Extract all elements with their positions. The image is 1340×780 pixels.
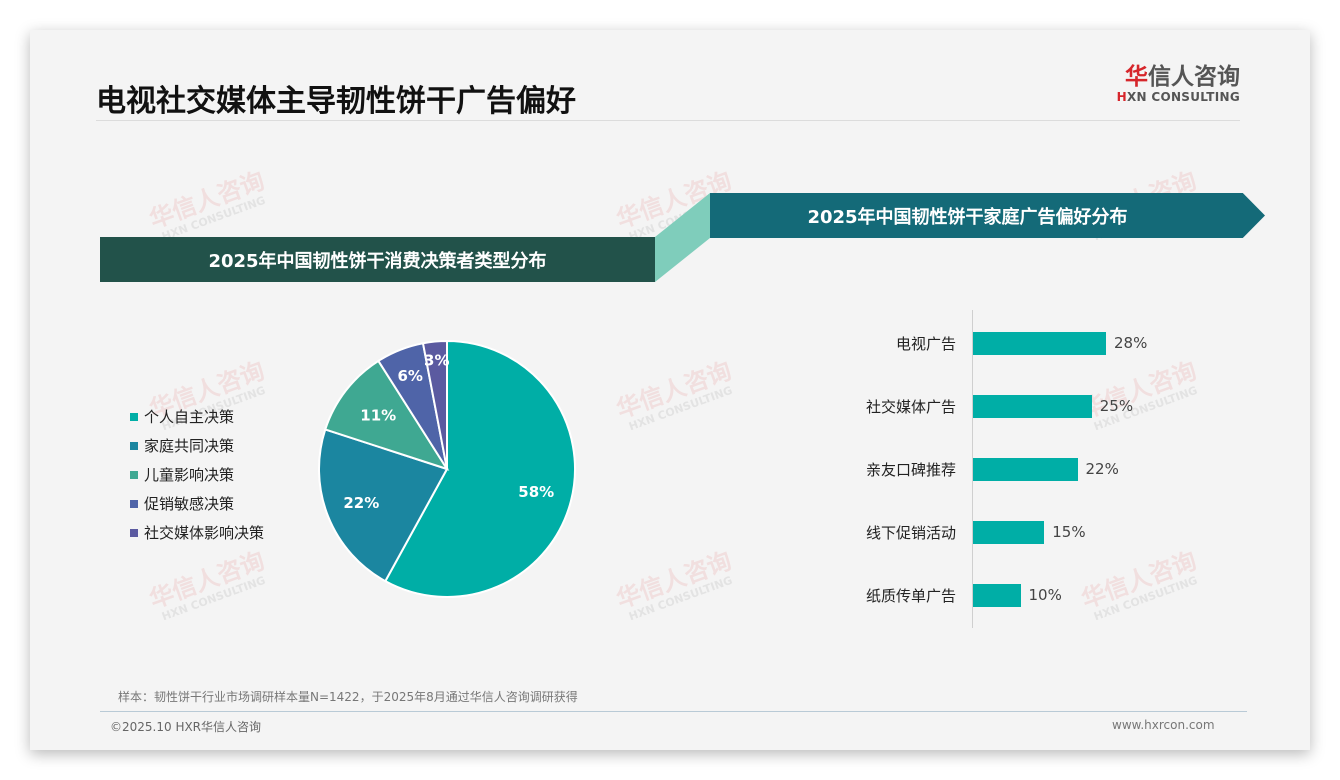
page-title: 电视社交媒体主导韧性饼干广告偏好: [96, 84, 576, 119]
legend-swatch: [130, 412, 138, 421]
pie-data-label: 22%: [343, 494, 379, 512]
bar-category-label: 电视广告: [895, 334, 956, 353]
website-link[interactable]: www.hxrcon.com: [1112, 718, 1215, 732]
legend-swatch: [130, 470, 138, 479]
right-chart-title: 2025年中国韧性饼干家庭广告偏好分布: [807, 206, 1128, 228]
bar-category-label: 线下促销活动: [865, 523, 956, 542]
bar-row: 电视广告 28%: [830, 331, 1147, 355]
category-axis: [972, 310, 973, 628]
pie-slice: [383, 339, 576, 598]
logo-en-rest: XN CONSULTING: [1126, 90, 1240, 104]
legend-label: 促销敏感决策: [144, 495, 235, 513]
legend-swatch: [130, 499, 138, 508]
bar: [973, 520, 1045, 544]
bar-value-label: 15%: [1052, 523, 1086, 541]
bar-value-label: 25%: [1099, 397, 1134, 415]
logo-cn-first: 华: [1125, 64, 1148, 90]
bar-category-label: 纸质传单广告: [865, 586, 956, 605]
pie-legend: 个人自主决策 家庭共同决策 儿童影响决策 促销敏感决策社交媒体影响决策: [130, 402, 264, 547]
pie-chart: 58% 22% 11% 6%3%: [318, 339, 576, 598]
legend-item: 儿童影响决策: [130, 460, 264, 489]
bar-category-label: 社交媒体广告: [865, 397, 956, 416]
pie-data-label: 11%: [360, 407, 396, 425]
legend-label: 个人自主决策: [144, 408, 235, 426]
right-chart-banner: 2025年中国韧性饼干家庭广告偏好分布: [710, 193, 1265, 238]
pie-data-label: 3%: [424, 352, 449, 370]
bar-value-label: 28%: [1114, 334, 1148, 352]
left-chart-title: 2025年中国韧性饼干消费决策者类型分布: [208, 250, 547, 272]
logo-cn: 华信人咨询: [1110, 64, 1240, 90]
logo-cn-rest: 信人咨询: [1148, 64, 1240, 90]
pie-slice: [318, 428, 449, 583]
bar-row: 线下促销活动 15%: [830, 520, 1086, 544]
legend-label: 社交媒体影响决策: [144, 524, 265, 542]
left-chart-banner: 2025年中国韧性饼干消费决策者类型分布: [100, 237, 655, 282]
bar: [973, 331, 1106, 355]
legend-label: 家庭共同决策: [144, 437, 235, 455]
legend-item: 促销敏感决策: [130, 489, 264, 518]
copyright: ©2025.10 HXR华信人咨询: [110, 720, 262, 734]
bar-chart: 电视广告 28% 社交媒体广告 25% 亲友口碑推荐 22% 线下促销活动 15% 纸质传单广告…: [830, 310, 1230, 630]
banner-connector: [655, 193, 710, 282]
slide: 电视社交媒体主导韧性饼干广告偏好 华信人咨询 HXN CONSULTING 华信…: [30, 30, 1310, 750]
legend-swatch: [130, 528, 138, 537]
footer-divider: [100, 711, 1247, 712]
brand-logo: 华信人咨询 HXN CONSULTING: [1110, 64, 1240, 104]
bar-row: 社交媒体广告 25%: [830, 394, 1133, 418]
bar-value-label: 10%: [1028, 586, 1062, 604]
pie-slice: [324, 359, 450, 471]
pie-slice: [421, 339, 448, 470]
sample-note: 样本：韧性饼干行业市场调研样本量N=1422，于2025年8月通过华信人咨询调研…: [118, 690, 578, 704]
logo-en-first: H: [1116, 90, 1127, 104]
legend-item: 个人自主决策: [130, 402, 264, 431]
pie-data-label: 58%: [518, 483, 554, 501]
bar-category-label: 亲友口碑推荐: [865, 460, 956, 479]
bar-row: 亲友口碑推荐 22%: [830, 457, 1119, 481]
bar: [973, 583, 1021, 607]
pie-data-label: 6%: [398, 367, 423, 385]
logo-en: HXN CONSULTING: [1110, 90, 1240, 104]
bar: [973, 394, 1092, 418]
legend-swatch: [130, 441, 138, 450]
legend-label: 儿童影响决策: [144, 466, 235, 484]
legend-item: 家庭共同决策: [130, 431, 264, 460]
legend-item: 社交媒体影响决策: [130, 518, 264, 547]
bar-row: 纸质传单广告 10%: [830, 583, 1062, 607]
bar-value-label: 22%: [1085, 460, 1119, 478]
title-divider: [96, 120, 1240, 121]
bar: [973, 457, 1078, 481]
